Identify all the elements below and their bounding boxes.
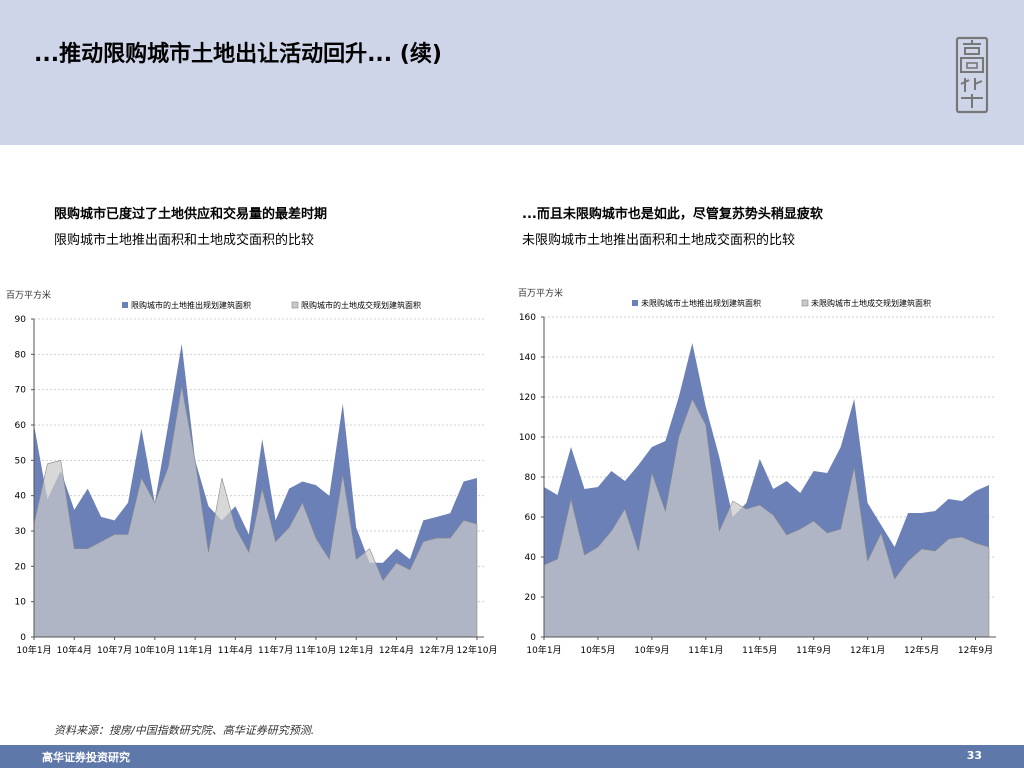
goldman-sachs-gaohua-logo (955, 36, 989, 114)
x-tick-label: 12年9月 (958, 644, 993, 656)
x-tick-label: 11年10月 (295, 644, 336, 656)
x-tick-label: 12年1月 (339, 644, 374, 656)
y-tick-label: 40 (525, 553, 537, 563)
y-tick-label: 120 (519, 393, 536, 403)
left-chart-headline: 限购城市已度过了土地供应和交易量的最差时期 (54, 207, 328, 222)
legend-label: 限购城市的土地成交规划建筑面积 (301, 300, 421, 310)
legend-swatch (632, 300, 638, 306)
right-chart-headline: ...而且未限购城市也是如此，尽管复苏势头稍显疲软 (522, 207, 823, 222)
right-chart-subtitle: 未限购城市土地推出面积和土地成交面积的比较 (522, 233, 796, 248)
y-tick-label: 90 (15, 315, 27, 325)
x-tick-label: 10年4月 (57, 644, 92, 656)
legend-swatch (122, 302, 128, 308)
x-tick-label: 10年9月 (634, 644, 669, 656)
y-tick-label: 30 (15, 527, 27, 537)
y-tick-label: 80 (525, 473, 537, 483)
legend-swatch (291, 301, 299, 309)
y-tick-label: 20 (15, 562, 27, 572)
y-tick-label: 140 (519, 353, 536, 363)
y-tick-label: 60 (525, 513, 537, 523)
y-tick-label: 0 (530, 633, 536, 643)
page-number: 33 (966, 749, 982, 762)
page-title: ...推动限购城市土地出让活动回升... (续) (34, 42, 442, 67)
x-tick-label: 11年4月 (218, 644, 253, 656)
x-tick-label: 10年1月 (16, 644, 51, 656)
x-tick-label: 10年7月 (97, 644, 132, 656)
legend-swatch (801, 299, 809, 307)
y-tick-label: 20 (525, 593, 537, 603)
x-tick-label: 12年10月 (457, 644, 498, 656)
y-tick-label: 80 (15, 350, 27, 360)
left-chart-subtitle: 限购城市土地推出面积和土地成交面积的比较 (54, 233, 315, 248)
y-tick-label: 70 (15, 386, 27, 396)
y-tick-label: 50 (15, 456, 27, 466)
unit-label: 百万平方米 (6, 289, 51, 301)
x-tick-label: 11年9月 (796, 644, 831, 656)
y-tick-label: 40 (15, 492, 27, 502)
legend-label: 未限购城市土地推出规划建筑面积 (641, 298, 761, 308)
x-tick-label: 11年7月 (258, 644, 293, 656)
y-tick-label: 0 (20, 633, 26, 643)
series-area-traded (543, 398, 990, 638)
x-tick-label: 10年10月 (134, 644, 175, 656)
x-tick-label: 10年1月 (526, 644, 561, 656)
x-tick-label: 11年1月 (688, 644, 723, 656)
source-note: 资料来源：搜房/中国指数研究院、高华证券研究预测. (54, 724, 315, 737)
x-tick-label: 12年1月 (850, 644, 885, 656)
y-tick-label: 160 (519, 313, 536, 323)
x-tick-label: 11年1月 (177, 644, 212, 656)
legend-label: 未限购城市土地成交规划建筑面积 (811, 298, 931, 308)
y-tick-label: 60 (15, 421, 27, 431)
unit-label: 百万平方米 (518, 287, 563, 299)
footer-brand: 高华证券投资研究 (42, 751, 130, 764)
title-banner (0, 0, 1024, 145)
x-tick-label: 12年7月 (419, 644, 454, 656)
x-tick-label: 11年5月 (742, 644, 777, 656)
footer-bar: 高华证券投资研究 33 (0, 745, 1024, 768)
legend-label: 限购城市的土地推出规划建筑面积 (131, 300, 251, 310)
unrestricted-cities-land-area-chart: 百万平方米 0 20 40 60 80 100 120 140 160 10年1月 10年5月 10年9… (518, 287, 996, 656)
x-tick-label: 10年5月 (580, 644, 615, 656)
y-tick-label: 100 (519, 433, 536, 443)
x-tick-label: 12年5月 (904, 644, 939, 656)
series-area-traded (33, 386, 478, 638)
x-tick-label: 12年4月 (379, 644, 414, 656)
y-tick-label: 10 (15, 598, 27, 608)
